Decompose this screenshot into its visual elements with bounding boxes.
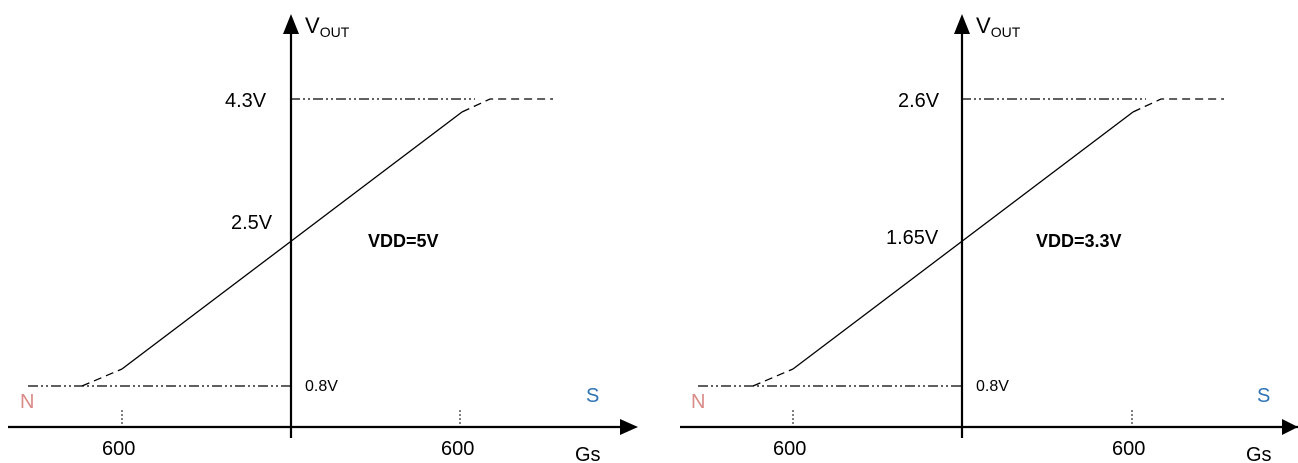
- transfer-curve-high-knee: [1132, 98, 1224, 113]
- mid-voltage-label: 2.5V: [231, 212, 273, 234]
- left-field-label: 600: [773, 438, 806, 460]
- diagram-vdd-3v3: VOUT Gs 2.6V 1.65V 0.8V VDD=3.3V N S 600…: [680, 13, 1298, 463]
- right-field-label: 600: [441, 438, 474, 460]
- x-axis-arrow-icon: [1282, 419, 1298, 435]
- y-axis-label: VOUT: [305, 13, 350, 40]
- transfer-curve-low-knee: [81, 368, 123, 387]
- supply-voltage-label: VDD=5V: [368, 231, 439, 251]
- x-axis-arrow-icon: [620, 419, 638, 435]
- y-axis-arrow-icon: [283, 14, 299, 34]
- transfer-curve-linear: [121, 111, 463, 370]
- x-axis-label: Gs: [575, 444, 601, 463]
- diagram-vdd-5v: VOUT Gs 4.3V 2.5V 0.8V VDD=5V N S 600 60…: [8, 13, 638, 463]
- transfer-curve-low-knee: [752, 368, 794, 387]
- top-voltage-label: 2.6V: [898, 90, 940, 112]
- x-axis-label: Gs: [1246, 444, 1272, 463]
- bottom-voltage-label: 0.8V: [976, 378, 1009, 395]
- north-pole-label: N: [20, 391, 34, 413]
- supply-voltage-label: VDD=3.3V: [1036, 231, 1122, 251]
- y-axis-label: VOUT: [976, 13, 1021, 40]
- y-axis-arrow-icon: [954, 14, 970, 34]
- right-field-label: 600: [1112, 438, 1145, 460]
- south-pole-label: S: [1257, 385, 1270, 407]
- transfer-curve-high-knee: [461, 98, 553, 113]
- left-field-label: 600: [102, 438, 135, 460]
- bottom-voltage-label: 0.8V: [305, 378, 338, 395]
- top-voltage-label: 4.3V: [225, 90, 267, 112]
- mid-voltage-label: 1.65V: [886, 227, 939, 249]
- south-pole-label: S: [586, 385, 599, 407]
- transfer-curve-linear: [792, 111, 1134, 370]
- north-pole-label: N: [691, 391, 705, 413]
